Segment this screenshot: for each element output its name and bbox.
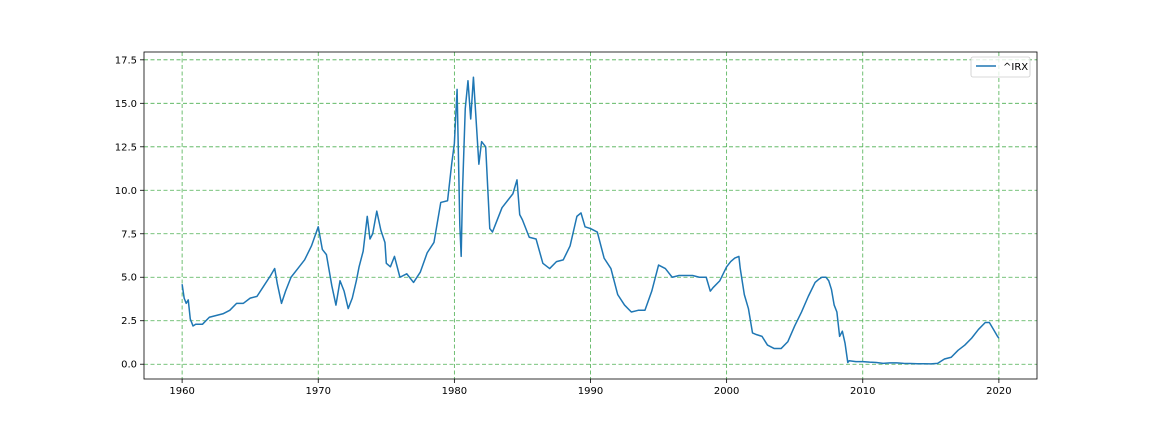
y-tick-label: 7.5 xyxy=(121,229,137,240)
y-tick-label: 0.0 xyxy=(121,360,137,371)
x-tick-label: 1980 xyxy=(442,386,467,397)
x-tick-label: 2000 xyxy=(714,386,739,397)
series-line-irx xyxy=(181,76,1000,365)
series-layer xyxy=(181,76,1000,365)
legend-box xyxy=(970,56,1031,78)
x-tick-label: 2020 xyxy=(986,386,1011,397)
y-tick-label: 2.5 xyxy=(121,316,137,327)
x-tick-label: 2010 xyxy=(850,386,875,397)
x-tick-label: 1990 xyxy=(578,386,603,397)
x-tick-label: 1960 xyxy=(169,386,194,397)
x-axis: 1960 1970 1980 1990 2000 2010 2020 xyxy=(169,379,1012,397)
grid-lines xyxy=(144,52,1037,379)
y-tick-label: 12.5 xyxy=(115,142,137,153)
legend-label-irx: ^IRX xyxy=(1003,62,1028,73)
y-tick-label: 17.5 xyxy=(115,55,137,66)
y-tick-label: 10.0 xyxy=(115,186,137,197)
x-tick-label: 1970 xyxy=(306,386,331,397)
legend: ^IRX xyxy=(970,56,1031,78)
y-tick-label: 5.0 xyxy=(121,273,137,284)
y-axis: 0.0 2.5 5.0 7.5 10.0 12.5 15.0 17.5 xyxy=(115,55,144,371)
y-tick-label: 15.0 xyxy=(115,99,137,110)
